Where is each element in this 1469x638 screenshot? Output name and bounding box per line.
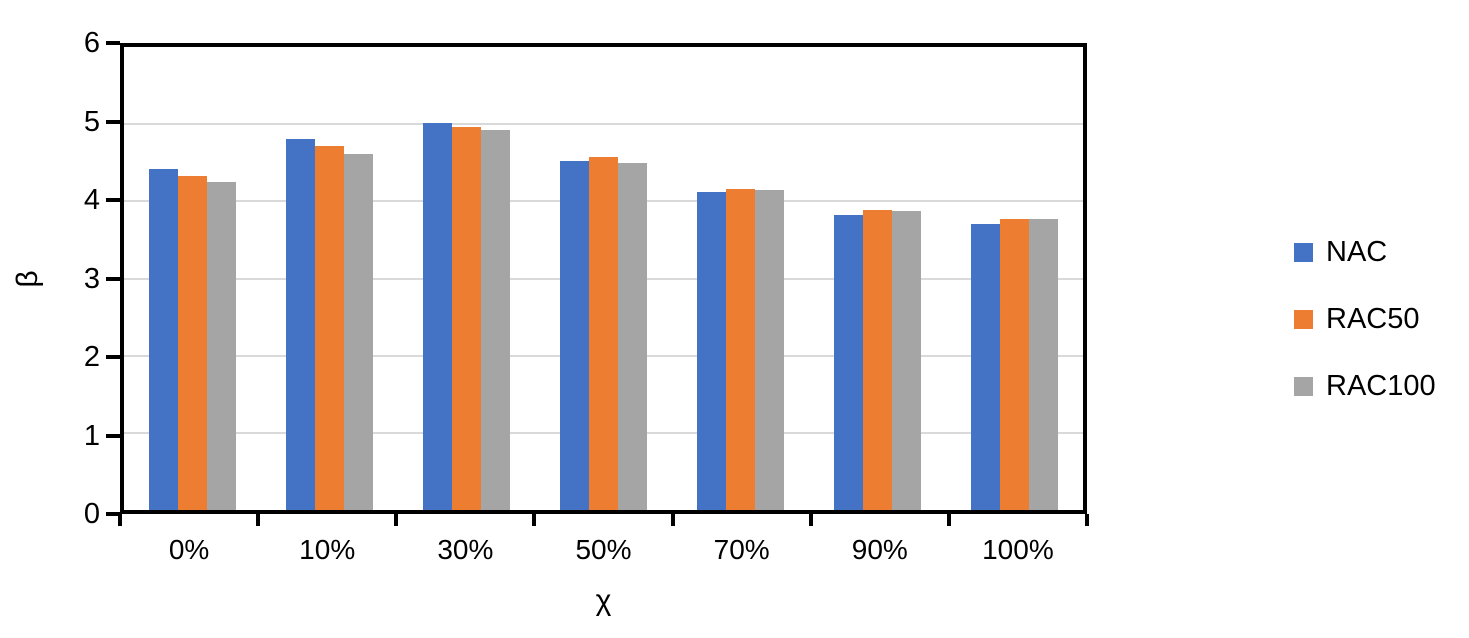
bar-rac50-50% [589, 157, 618, 510]
y-tick-label: 4 [83, 184, 100, 216]
bar-rac100-50% [618, 162, 647, 510]
bar-nac-70% [697, 192, 726, 510]
y-tick-label: 3 [83, 262, 100, 295]
x-tick-mark [808, 514, 813, 526]
x-tick-mark [946, 514, 951, 526]
legend-label: NAC [1326, 236, 1388, 268]
x-tick-label-0%: 0% [168, 534, 210, 565]
x-tick-mark [1085, 514, 1089, 526]
legend-label: RAC50 [1326, 303, 1420, 335]
bar-rac100-90% [892, 210, 921, 510]
y-tick-mark [106, 512, 120, 516]
x-tick-label-50%: 50% [575, 534, 632, 565]
legend-label: RAC100 [1326, 370, 1436, 402]
x-tick-label-100%: 100% [982, 534, 1054, 565]
bar-rac50-100% [1000, 219, 1029, 510]
bar-nac-100% [971, 224, 1000, 510]
y-tick-mark [106, 433, 120, 438]
bar-nac-10% [286, 138, 315, 510]
y-tick-mark [106, 355, 120, 359]
bar-rac100-100% [1029, 219, 1058, 510]
x-tick-mark [670, 514, 675, 526]
bar-rac50-10% [315, 145, 344, 510]
x-tick-label-70%: 70% [713, 534, 770, 565]
y-tick-label: 6 [83, 27, 100, 59]
y-tick-mark [106, 198, 120, 202]
x-tick-label-10%: 10% [299, 534, 356, 565]
bar-rac100-30% [481, 129, 510, 510]
bar-nac-0% [149, 168, 178, 510]
x-tick-mark [532, 514, 537, 526]
bar-rac100-10% [344, 153, 373, 510]
legend-swatch-icon [1294, 242, 1313, 262]
x-tick-mark [256, 514, 261, 526]
bar-nac-90% [834, 215, 863, 510]
plot-inner [124, 47, 1083, 510]
bar-rac50-30% [452, 127, 481, 510]
y-tick-mark [106, 276, 120, 281]
legend-swatch-icon [1294, 376, 1313, 396]
bar-nac-30% [423, 123, 452, 510]
legend-item-nac: NAC [1294, 236, 1436, 268]
y-tick-label: 5 [83, 105, 100, 138]
x-tick-mark [118, 514, 122, 526]
x-tick-label-30%: 30% [437, 534, 494, 565]
x-tick-mark [394, 514, 399, 526]
legend-item-rac100: RAC100 [1294, 370, 1436, 402]
x-tick-label-90%: 90% [851, 534, 908, 565]
x-axis-title: χ [595, 584, 612, 617]
bar-rac100-0% [207, 182, 236, 510]
bar-nac-50% [560, 161, 589, 510]
y-tick-label: 1 [83, 419, 100, 452]
y-tick-mark [106, 41, 120, 45]
bar-rac50-0% [178, 175, 207, 510]
gridline [124, 123, 1083, 126]
legend-swatch-icon [1294, 309, 1313, 329]
bar-rac100-70% [755, 189, 784, 510]
y-tick-mark [106, 119, 120, 124]
bar-rac50-90% [863, 209, 892, 510]
bar-rac50-70% [726, 189, 755, 510]
y-tick-label: 2 [83, 341, 100, 373]
plot-area [120, 43, 1087, 514]
legend-item-rac50: RAC50 [1294, 303, 1436, 335]
y-tick-label: 0 [83, 498, 100, 530]
y-axis-title: β [11, 270, 44, 288]
legend: NAC RAC50 RAC100 [1294, 236, 1436, 441]
